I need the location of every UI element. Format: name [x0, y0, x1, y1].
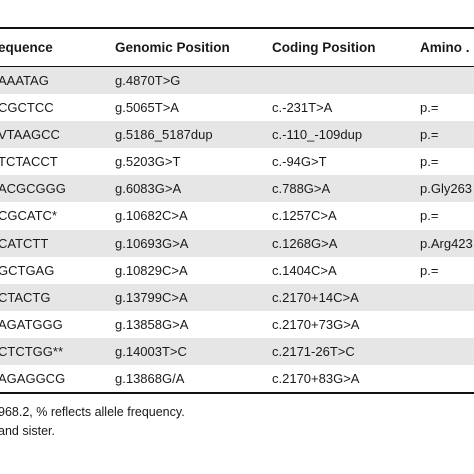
- cell-genomic-position: g.13799C>A: [115, 289, 188, 305]
- cell-amino-acid: p.Gly263: [420, 181, 473, 197]
- table-row: CTCTGG** g.14003T>C c.2171-26T>C: [0, 337, 474, 366]
- cell-amino-acid: p.=: [420, 100, 439, 116]
- cell-sequence: AGAGGCG: [0, 371, 66, 387]
- table-top-rule: [0, 27, 474, 29]
- cell-sequence: TCTACCT: [0, 154, 58, 170]
- cell-amino-acid: p.=: [420, 262, 439, 278]
- table-header-row: equence Genomic Position Coding Position…: [0, 29, 474, 66]
- cell-sequence: GCTGAG: [0, 262, 55, 278]
- table-footnotes: 968.2, % reflects allele frequency. and …: [0, 403, 185, 441]
- cell-sequence: AGATGGG: [0, 316, 63, 332]
- cell-coding-position: c.1268G>A: [272, 235, 338, 251]
- table-row: ACGCGGG g.6083G>A c.788G>A p.Gly263: [0, 175, 474, 203]
- table-body: AAATAG g.4870T>G CGCTCC g.5065T>A c.-231T>A p…: [0, 67, 474, 392]
- footnote: and sister.: [0, 424, 55, 438]
- cell-coding-position: c.2170+73G>A: [272, 316, 360, 332]
- table-row: AGAGGCG g.13868G/A c.2170+83G>A: [0, 365, 474, 392]
- cell-genomic-position: g.13868G/A: [115, 371, 185, 387]
- cell-coding-position: c.2171-26T>C: [272, 343, 355, 359]
- header-genomic-position: Genomic Position: [115, 40, 230, 55]
- cell-sequence: AAATAG: [0, 73, 49, 88]
- table-row: TCTACCT g.5203G>T c.-94G>T p.=: [0, 148, 474, 175]
- table-row: CGCATC* g.10682C>A c.1257C>A p.=: [0, 202, 474, 229]
- cell-genomic-position: g.13858G>A: [115, 316, 189, 332]
- cell-genomic-position: g.10693G>A: [115, 235, 189, 251]
- cell-coding-position: c.-231T>A: [272, 100, 333, 116]
- table-row: AGATGGG g.13858G>A c.2170+73G>A: [0, 311, 474, 338]
- cell-sequence: CTCTGG**: [0, 343, 63, 359]
- header-sequence: equence: [0, 40, 53, 55]
- table-row: CATCTT g.10693G>A c.1268G>A p.Arg423: [0, 229, 474, 257]
- cell-coding-position: c.-94G>T: [272, 154, 327, 170]
- table-row: CGCTCC g.5065T>A c.-231T>A p.=: [0, 94, 474, 121]
- cell-amino-acid: p.=: [420, 127, 439, 143]
- cell-coding-position: c.-110_-109dup: [272, 127, 363, 143]
- cell-genomic-position: g.5203G>T: [115, 154, 181, 170]
- table-row: VTAAGCC g.5186_5187dup c.-110_-109dup p.=: [0, 121, 474, 149]
- cell-coding-position: c.788G>A: [272, 181, 331, 197]
- cell-sequence: VTAAGCC: [0, 127, 60, 143]
- cell-amino-acid: p.=: [420, 208, 439, 224]
- cell-coding-position: c.2170+14C>A: [272, 289, 359, 305]
- cell-genomic-position: g.4870T>G: [115, 73, 181, 88]
- table-row: AAATAG g.4870T>G: [0, 67, 474, 95]
- footnote: 968.2, % reflects allele frequency.: [0, 405, 185, 419]
- cell-genomic-position: g.5065T>A: [115, 100, 179, 116]
- cell-amino-acid: p.Arg423: [420, 235, 473, 251]
- cell-genomic-position: g.10682C>A: [115, 208, 188, 224]
- table-bottom-rule: [0, 392, 474, 394]
- table-header-rule: [0, 66, 474, 67]
- cell-sequence: CTACTG: [0, 289, 51, 305]
- cell-coding-position: c.2170+83G>A: [272, 371, 360, 387]
- cell-sequence: CGCTCC: [0, 100, 54, 116]
- cell-sequence: CGCATC*: [0, 208, 57, 224]
- cell-genomic-position: g.6083G>A: [115, 181, 182, 197]
- cell-coding-position: c.1257C>A: [272, 208, 337, 224]
- cell-genomic-position: g.5186_5187dup: [115, 127, 213, 143]
- cell-genomic-position: g.10829C>A: [115, 262, 188, 278]
- header-coding-position: Coding Position: [272, 40, 376, 55]
- cell-genomic-position: g.14003T>C: [115, 343, 187, 359]
- cell-sequence: CATCTT: [0, 235, 49, 251]
- header-amino-acid: Amino .: [420, 40, 470, 55]
- cell-sequence: ACGCGGG: [0, 181, 66, 197]
- cell-amino-acid: p.=: [420, 154, 439, 170]
- table-row: CTACTG g.13799C>A c.2170+14C>A: [0, 283, 474, 311]
- cell-coding-position: c.1404C>A: [272, 262, 337, 278]
- table-row: GCTGAG g.10829C>A c.1404C>A p.=: [0, 257, 474, 284]
